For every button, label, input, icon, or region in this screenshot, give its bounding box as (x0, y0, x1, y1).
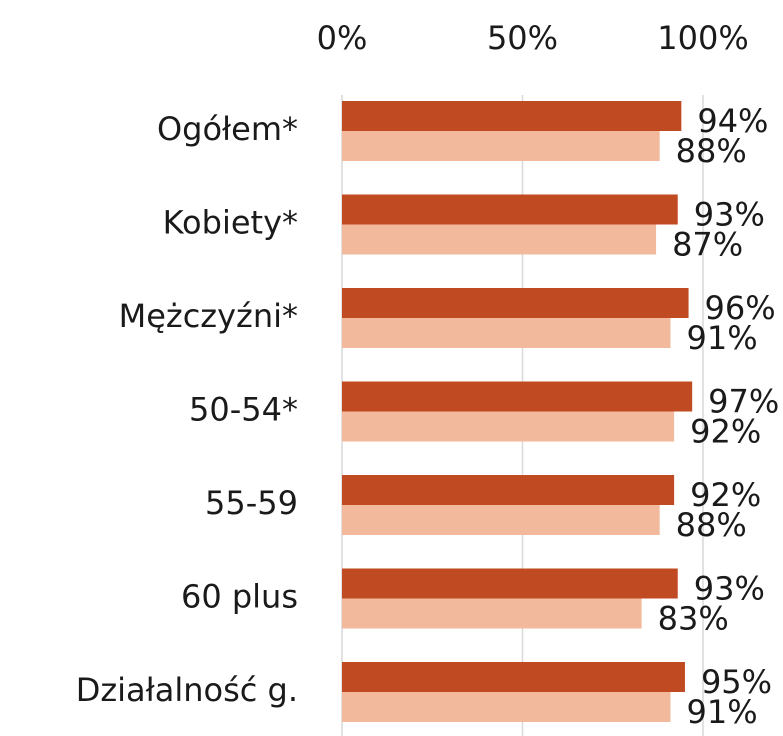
value-label: 94% (697, 102, 768, 140)
value-label: 96% (705, 289, 776, 327)
bar (342, 505, 660, 535)
category-label: Mężczyźni* (119, 297, 298, 335)
x-tick-label: 50% (487, 19, 558, 57)
bar (342, 101, 682, 131)
bar (342, 692, 671, 722)
bar (342, 288, 689, 318)
value-label: 92% (690, 476, 761, 514)
bar (342, 662, 685, 692)
value-label: 91% (687, 319, 758, 357)
value-label: 93% (694, 196, 765, 234)
category-label: Działalność g. (76, 671, 298, 709)
bar (342, 381, 693, 412)
bar (342, 224, 657, 255)
bar (342, 318, 671, 348)
value-label: 87% (672, 226, 743, 264)
bar (342, 411, 675, 442)
category-label: 60 plus (181, 578, 298, 616)
value-label: 88% (676, 506, 747, 544)
bar (342, 475, 675, 505)
value-label: 93% (694, 570, 765, 608)
x-tick-label: 0% (317, 19, 368, 57)
value-label: 92% (690, 413, 761, 451)
value-label: 83% (658, 600, 729, 638)
bar (342, 131, 660, 161)
category-label: Ogółem* (157, 110, 298, 148)
value-label: 88% (676, 132, 747, 170)
x-tick-label: 100% (657, 19, 748, 57)
value-label: 97% (708, 383, 779, 421)
value-label: 95% (701, 663, 772, 701)
bar (342, 598, 642, 629)
bar (342, 194, 678, 225)
category-label: 55-59 (205, 484, 298, 522)
value-label: 91% (687, 693, 758, 731)
category-label: 50-54* (189, 391, 298, 429)
category-label: Kobiety* (163, 204, 298, 242)
bar (342, 568, 678, 599)
